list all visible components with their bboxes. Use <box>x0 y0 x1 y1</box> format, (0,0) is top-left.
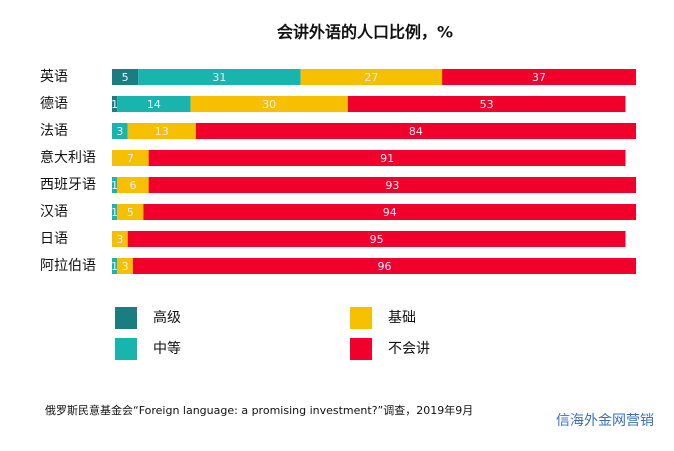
legend-label: 基础 <box>388 309 416 326</box>
legend-label: 高级 <box>153 309 181 326</box>
value-label: 30 <box>262 98 276 111</box>
bar-segment <box>127 123 196 139</box>
value-label: 31 <box>212 71 226 84</box>
value-label: 93 <box>385 179 399 192</box>
value-label: 91 <box>380 152 394 165</box>
source-note: 俄罗斯民意基金会“Foreign language: a promising i… <box>45 403 473 417</box>
bar-segment <box>148 150 626 166</box>
value-label: 37 <box>532 71 546 84</box>
bar-segment <box>442 69 636 85</box>
bar-segment <box>347 96 626 112</box>
bar-segment <box>112 177 118 193</box>
bar-segment <box>112 150 149 166</box>
category-label: 日语 <box>40 231 68 247</box>
value-label: 7 <box>127 152 134 165</box>
chart-title: 会讲外语的人口比例，% <box>277 23 453 42</box>
legend-swatch <box>350 307 372 329</box>
bar-segment <box>148 177 636 193</box>
bar-segment <box>112 96 118 112</box>
value-label: 5 <box>127 206 134 219</box>
value-label: 1 <box>111 260 118 273</box>
value-label: 13 <box>155 125 169 138</box>
category-label: 汉语 <box>40 204 68 220</box>
bar-segment <box>300 69 443 85</box>
legend-swatch <box>350 338 372 360</box>
value-label: 5 <box>122 71 129 84</box>
category-label: 德语 <box>40 96 68 112</box>
legend-label: 不会讲 <box>388 341 430 357</box>
bar-segment <box>127 231 626 247</box>
bar-segment <box>132 258 636 274</box>
value-label: 14 <box>147 98 161 111</box>
bar-segment <box>112 204 118 220</box>
bar-segment <box>117 96 191 112</box>
value-label: 1 <box>111 206 118 219</box>
value-label: 3 <box>122 260 129 273</box>
value-label: 3 <box>116 233 123 246</box>
value-label: 53 <box>480 98 494 111</box>
bar-segment <box>190 96 348 112</box>
bar-segment <box>112 123 128 139</box>
bar-segment <box>143 204 636 220</box>
bar-segment <box>117 258 133 274</box>
value-label: 3 <box>116 125 123 138</box>
legend-swatch <box>115 338 137 360</box>
category-label: 英语 <box>40 68 68 85</box>
bar-segment <box>117 204 144 220</box>
category-label: 阿拉伯语 <box>40 258 96 274</box>
value-label: 1 <box>111 179 118 192</box>
legend-label: 中等 <box>153 340 181 357</box>
category-label: 西班牙语 <box>40 177 96 193</box>
bar-segment <box>117 177 149 193</box>
value-label: 95 <box>370 233 384 246</box>
category-label: 法语 <box>40 123 68 139</box>
value-label: 84 <box>409 125 423 138</box>
value-label: 96 <box>377 260 391 273</box>
value-label: 94 <box>383 206 397 219</box>
bar-segment <box>112 69 139 85</box>
bar-segment <box>112 258 118 274</box>
bar-segment <box>138 69 301 85</box>
bar-segment <box>112 231 128 247</box>
legend-swatch <box>115 307 137 329</box>
watermark: 信海外金网营销 <box>556 413 654 429</box>
bar-segment <box>195 123 636 139</box>
value-label: 1 <box>111 98 118 111</box>
value-label: 6 <box>129 179 136 192</box>
category-label: 意大利语 <box>40 149 96 166</box>
value-label: 27 <box>364 71 378 84</box>
